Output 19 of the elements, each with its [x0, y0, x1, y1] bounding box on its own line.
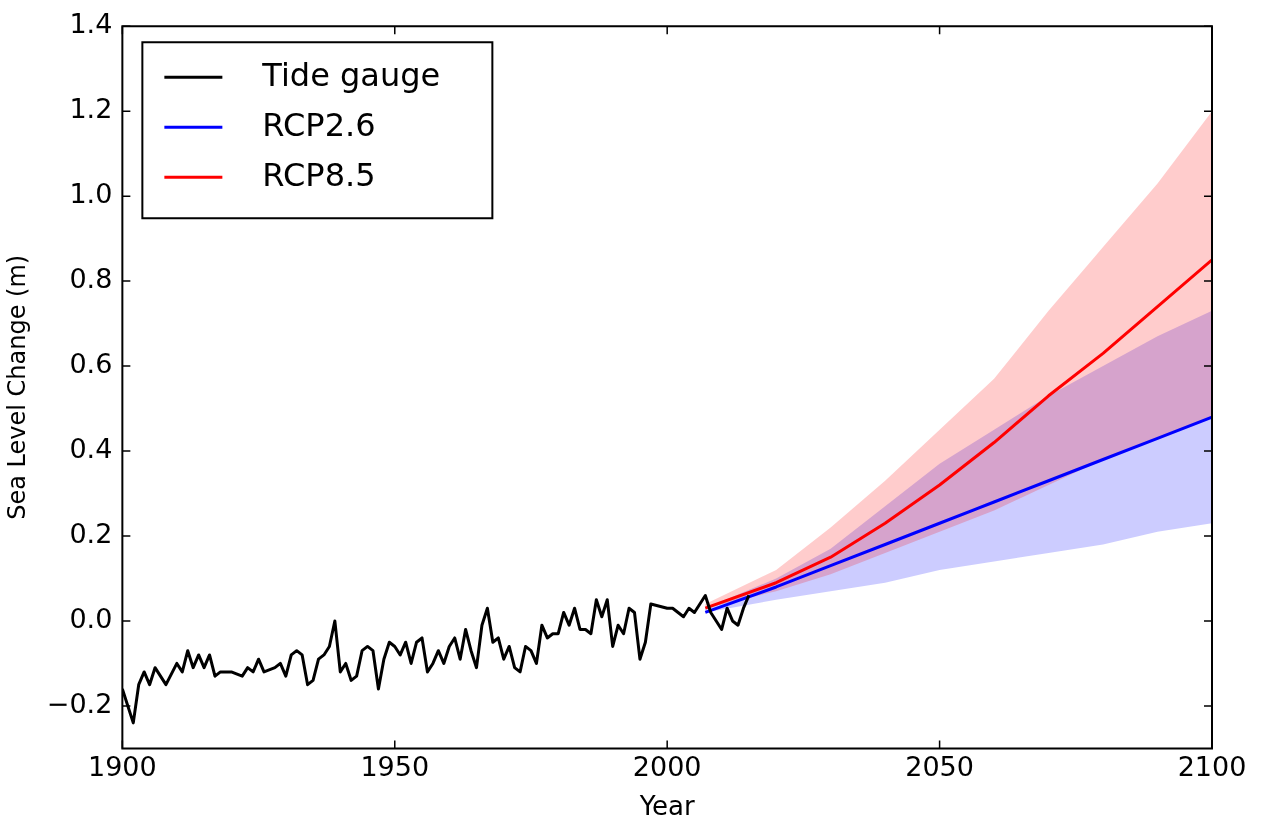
x-tick-label: 2050: [905, 750, 974, 782]
y-tick-label: 1.2: [69, 93, 113, 125]
y-axis-title: Sea Level Change (m): [2, 254, 31, 520]
legend-label: RCP8.5: [262, 155, 376, 194]
y-tick-label: −0.2: [46, 687, 113, 719]
x-tick-label: 1900: [88, 750, 157, 782]
legend-label: RCP2.6: [262, 105, 376, 144]
y-tick-label: 0.2: [69, 518, 113, 549]
x-tick-label: 2000: [632, 750, 702, 782]
y-tick-label: 0.4: [69, 433, 113, 465]
x-tick-label: 2100: [1177, 750, 1247, 782]
y-tick-label: 0.8: [69, 263, 113, 295]
x-tick-label: 1950: [360, 750, 430, 782]
y-tick-label: 1.0: [69, 178, 113, 210]
y-tick-label: 0.0: [69, 602, 113, 634]
legend-label: Tide gauge: [261, 55, 441, 94]
x-axis-title: Year: [638, 791, 696, 822]
y-tick-label: 1.4: [69, 8, 113, 40]
y-tick-label: 0.6: [69, 348, 113, 380]
